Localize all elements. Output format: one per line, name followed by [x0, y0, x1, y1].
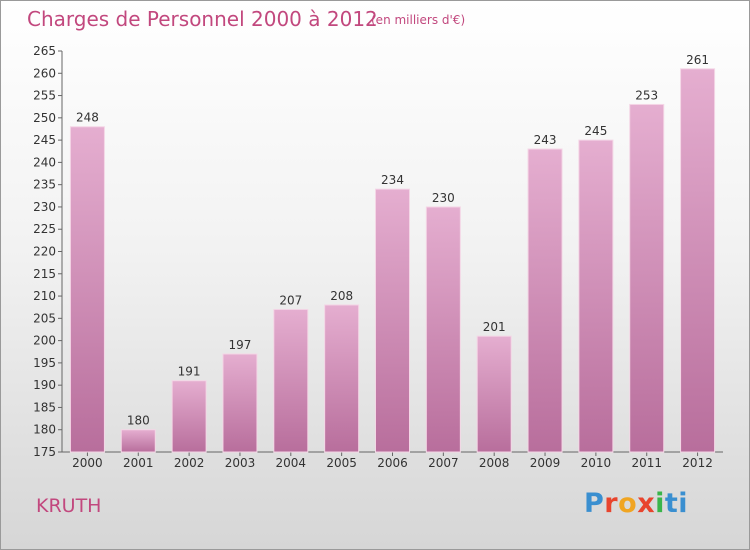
data-label: 201: [483, 320, 506, 334]
bar-2000: [69, 126, 105, 453]
y-tick-label: 230: [33, 200, 56, 214]
y-tick-label: 175: [33, 445, 56, 459]
bar-2012: [680, 68, 716, 453]
y-tick-label: 240: [33, 155, 56, 169]
x-tick-label: 2007: [428, 456, 459, 470]
bar-chart: 175 180 185 190 195 200 205 210 215 220 225 230 235 2…: [33, 44, 723, 470]
y-tick-label: 185: [33, 400, 56, 414]
y-tick-label: 190: [33, 378, 56, 392]
data-label: 248: [76, 111, 99, 125]
y-tick-label: 205: [33, 311, 56, 325]
data-label: 208: [330, 289, 353, 303]
y-tick-label: 210: [33, 289, 56, 303]
data-label: 261: [686, 53, 709, 67]
y-tick-label: 245: [33, 133, 56, 147]
data-label: 245: [584, 124, 607, 138]
y-tick-label: 180: [33, 423, 56, 437]
chart-unit: (en milliers d'€): [371, 13, 466, 27]
bar-2006: [375, 188, 410, 453]
x-tick-label: 2002: [174, 456, 205, 470]
x-tick-label: 2011: [631, 456, 662, 470]
commune-name: KRUTH: [36, 495, 102, 517]
y-tick-label: 260: [33, 66, 56, 80]
bar-2007: [425, 206, 461, 453]
bar-2001: [120, 429, 156, 453]
data-label: 180: [127, 414, 150, 428]
x-tick-label: 2004: [276, 456, 307, 470]
y-tick-label: 250: [33, 111, 56, 125]
bar-2008: [476, 335, 512, 453]
data-label: 253: [635, 88, 658, 102]
bar-2010: [578, 139, 614, 453]
chart-title: Charges de Personnel 2000 à 2012: [27, 7, 378, 31]
y-tick-label: 255: [33, 89, 56, 103]
y-tick-label: 200: [33, 334, 56, 348]
x-tick-label: 2006: [377, 456, 408, 470]
data-label: 230: [432, 191, 455, 205]
x-tick-label: 2001: [123, 456, 154, 470]
bar-2003: [222, 353, 258, 453]
x-tick-label: 2009: [530, 456, 561, 470]
data-label: 234: [381, 173, 404, 187]
data-label: 243: [534, 133, 557, 147]
x-tick-label: 2000: [72, 456, 103, 470]
proxiti-logo: Proxiti: [584, 488, 689, 519]
y-tick-label: 220: [33, 245, 56, 259]
bar-2005: [324, 304, 360, 453]
y-tick-label: 235: [33, 178, 56, 192]
x-tick-label: 2012: [682, 456, 713, 470]
y-tick-label: 195: [33, 356, 56, 370]
bar-2009: [527, 148, 563, 453]
y-tick-label: 265: [33, 44, 56, 58]
data-label: 191: [178, 365, 201, 379]
x-tick-label: 2008: [479, 456, 510, 470]
x-tick-label: 2003: [225, 456, 256, 470]
x-tick-label: 2010: [581, 456, 612, 470]
data-label: 207: [279, 293, 302, 307]
bar-2011: [629, 103, 665, 453]
data-label: 197: [229, 338, 252, 352]
y-tick-label: 225: [33, 222, 56, 236]
bar-2004: [273, 308, 309, 453]
bar-2002: [171, 380, 207, 453]
y-tick-label: 215: [33, 267, 56, 281]
x-tick-label: 2005: [326, 456, 357, 470]
